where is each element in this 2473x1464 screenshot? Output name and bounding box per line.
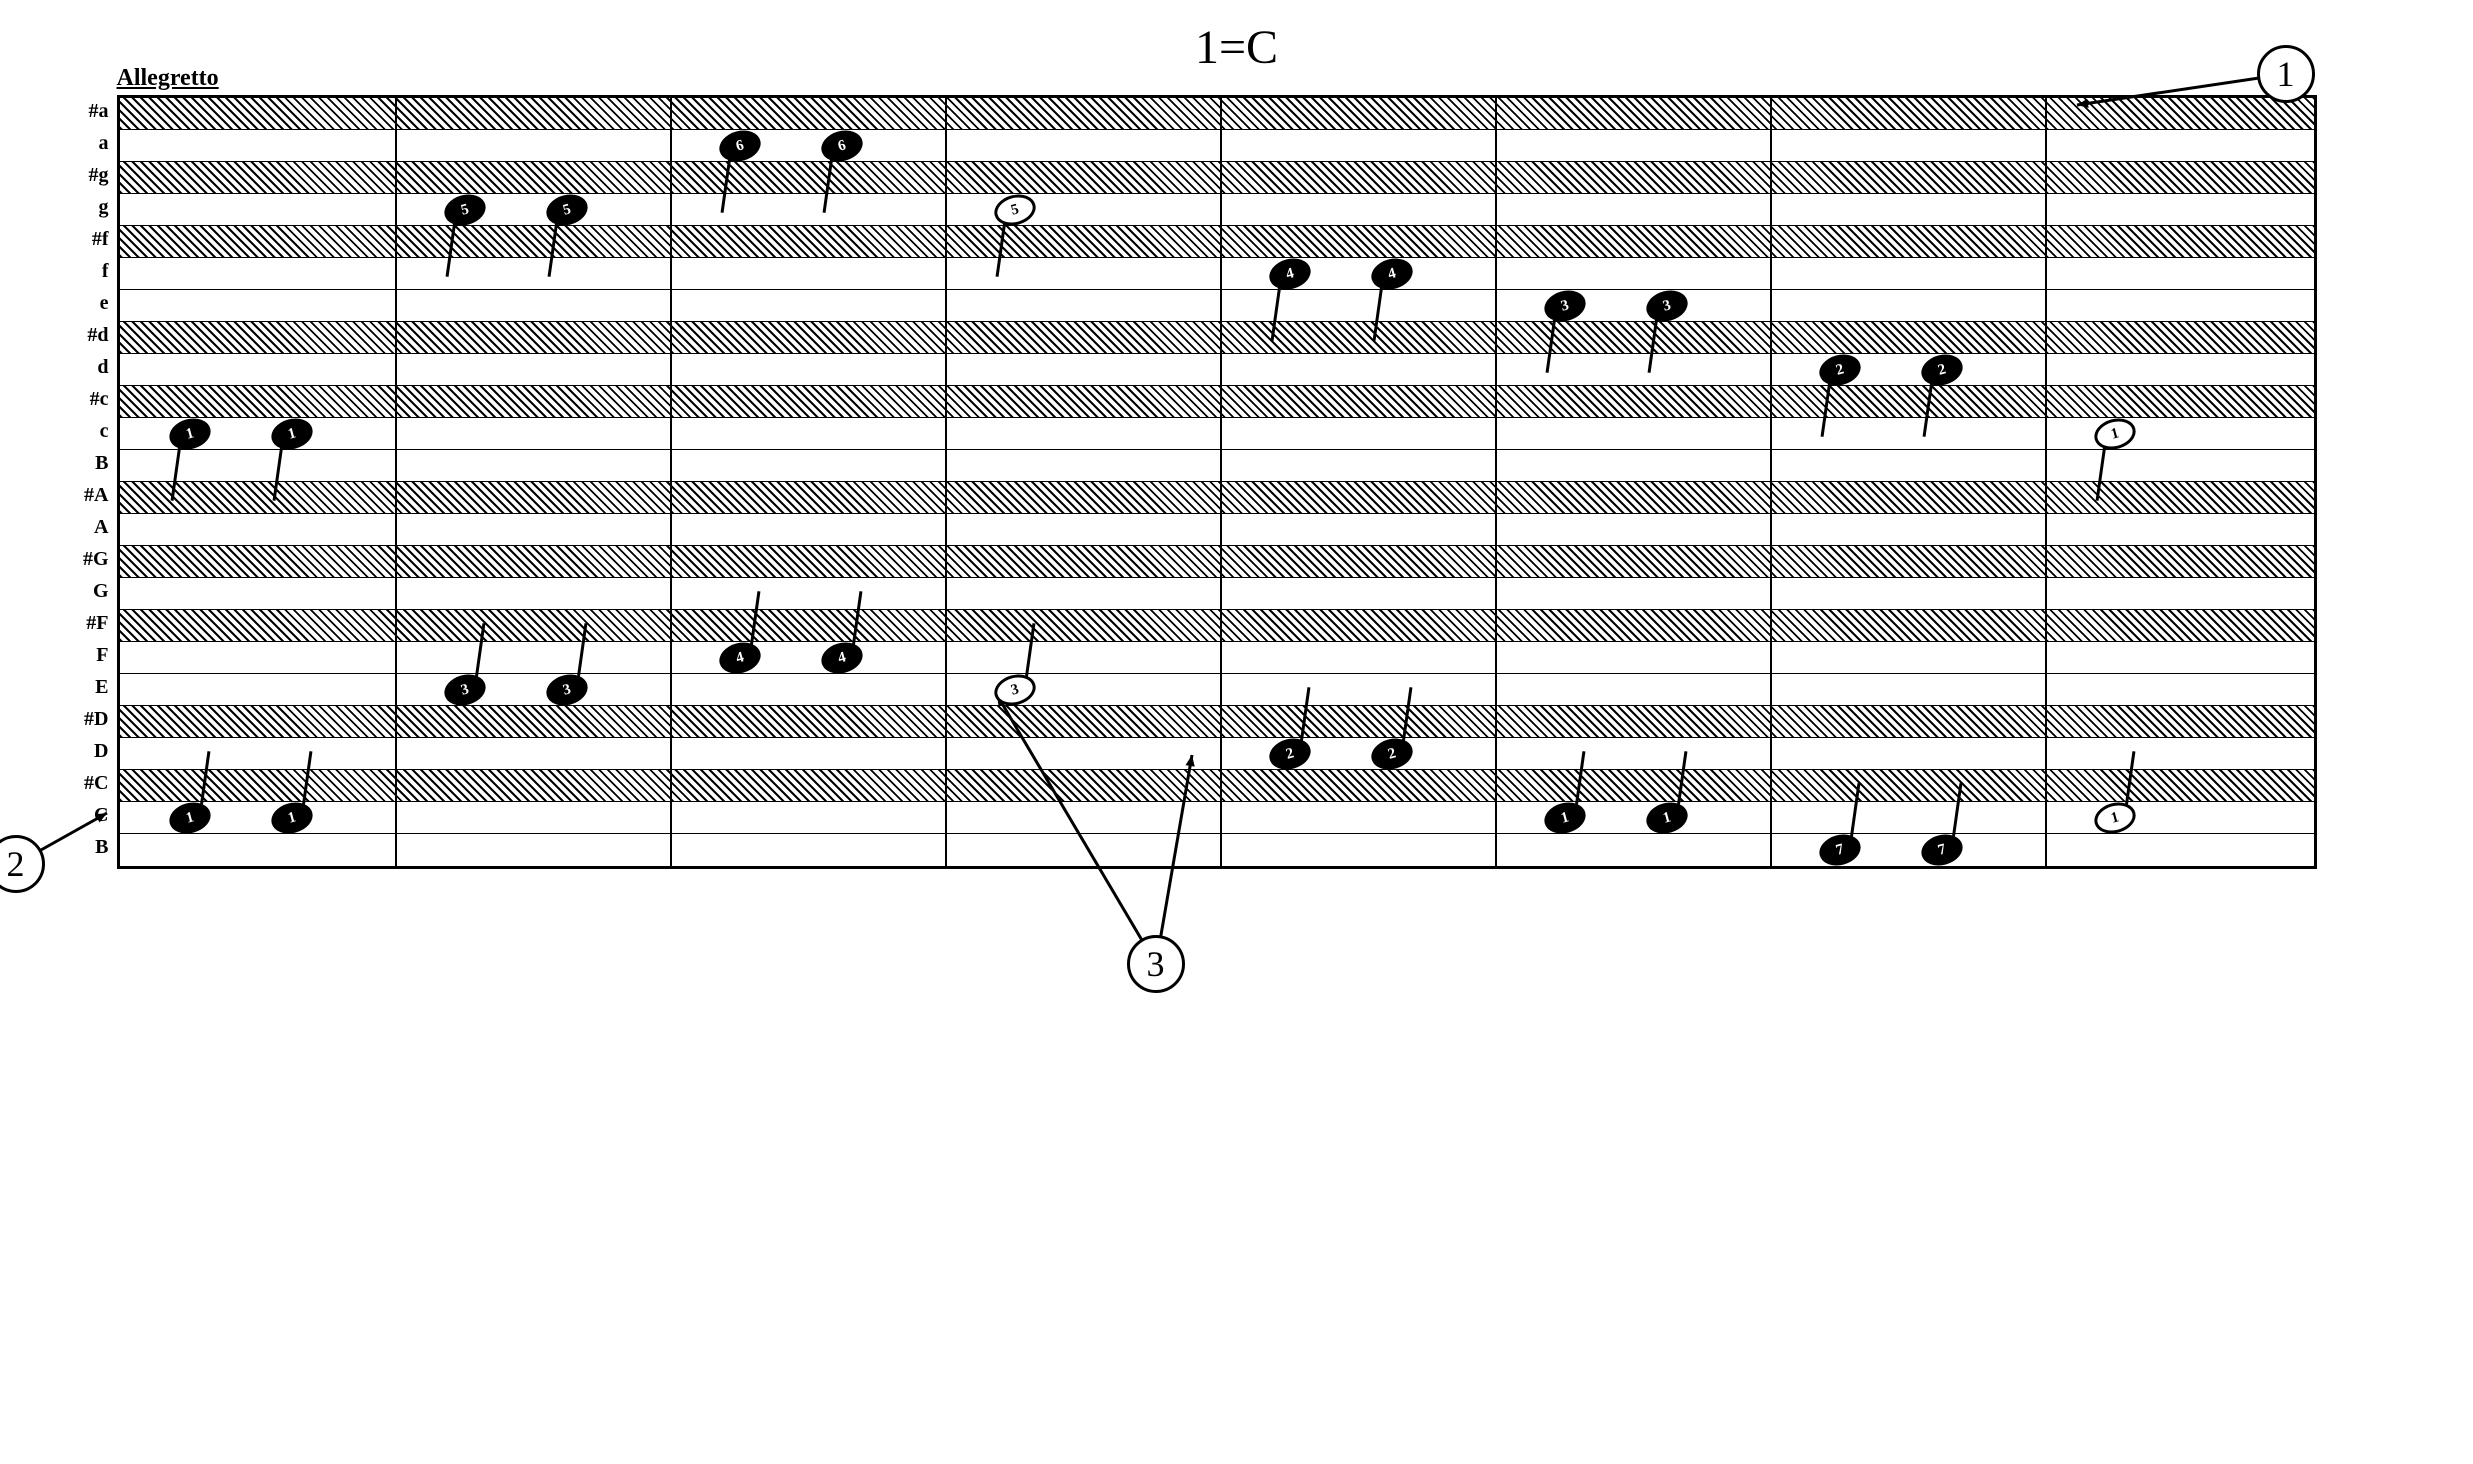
music-note: 2 [1371,739,1413,769]
music-note: 1 [1646,803,1688,833]
row-label: #G [37,543,115,575]
callout-circle: 2 [0,835,45,893]
note-head: 1 [2091,414,2139,454]
note-head: 2 [1266,734,1314,774]
note-head: 1 [2091,798,2139,838]
note-head: 5 [991,190,1039,230]
row-label: F [37,639,115,671]
row-label: #C [37,767,115,799]
music-note: 3 [444,675,486,705]
note-head: 7 [1918,830,1966,870]
notes-layer: 1111553366445344223311227711 [120,98,2314,866]
row-label: a [37,127,115,159]
music-note: 1 [169,803,211,833]
music-note: 1 [271,803,313,833]
music-note: 1 [271,419,313,449]
row-label: g [37,191,115,223]
row-label: #c [37,383,115,415]
note-head: 2 [1816,350,1864,390]
music-note: 6 [821,131,863,161]
music-note: 4 [1269,259,1311,289]
music-note: 3 [1544,291,1586,321]
music-note: 3 [1646,291,1688,321]
row-label: B [37,447,115,479]
row-label: #F [37,607,115,639]
music-note: 4 [821,643,863,673]
row-label: G [37,575,115,607]
note-head: 3 [1541,286,1589,326]
tempo-marking: Allegretto [117,65,219,92]
callout-circle: 1 [2257,45,2315,103]
note-head: 3 [543,670,591,710]
music-note: 1 [2094,419,2136,449]
row-label: #g [37,159,115,191]
note-head: 1 [166,414,214,454]
row-label: #a [37,95,115,127]
note-head: 5 [441,190,489,230]
row-label: E [37,671,115,703]
music-note: 5 [994,195,1036,225]
music-note: 2 [1921,355,1963,385]
music-note: 7 [1819,835,1861,865]
music-note: 2 [1819,355,1861,385]
note-head: 4 [1266,254,1314,294]
row-label: #d [37,319,115,351]
row-label: A [37,511,115,543]
callout-circle: 3 [1127,935,1185,993]
notation-grid: 1111553366445344223311227711 [117,95,2317,869]
note-head: 7 [1816,830,1864,870]
note-head: 1 [268,414,316,454]
note-head: 1 [1541,798,1589,838]
row-labels: #aa#gg#ffe#dd#ccB#AA#GG#FFE#DD#CCB [37,95,115,863]
music-note: 7 [1921,835,1963,865]
note-head: 5 [543,190,591,230]
note-head: 6 [818,126,866,166]
row-label: D [37,735,115,767]
notation-grid-area: Allegretto #aa#gg#ffe#dd#ccB#AA#GG#FFE#D… [117,95,2437,869]
music-note: 3 [546,675,588,705]
note-head: 4 [818,638,866,678]
note-head: 4 [716,638,764,678]
row-label: #D [37,703,115,735]
callout: 3 [1127,935,1185,993]
note-head: 2 [1368,734,1416,774]
note-head: 1 [1643,798,1691,838]
row-label: c [37,415,115,447]
note-head: 6 [716,126,764,166]
music-note: 4 [1371,259,1413,289]
music-note: 4 [719,643,761,673]
music-note: 2 [1269,739,1311,769]
row-label: d [37,351,115,383]
row-label: f [37,255,115,287]
note-head: 1 [268,798,316,838]
row-label: #A [37,479,115,511]
row-label: #f [37,223,115,255]
music-note: 6 [719,131,761,161]
note-head: 2 [1918,350,1966,390]
row-label: e [37,287,115,319]
note-head: 3 [441,670,489,710]
music-note: 1 [169,419,211,449]
music-note: 5 [546,195,588,225]
music-note: 1 [1544,803,1586,833]
callout: 1 [2257,45,2315,103]
music-note: 1 [2094,803,2136,833]
note-head: 3 [1643,286,1691,326]
note-head: 1 [166,798,214,838]
callout-arrow-icon [987,685,1166,974]
note-head: 4 [1368,254,1416,294]
callout: 2 [0,835,45,893]
music-note: 5 [444,195,486,225]
